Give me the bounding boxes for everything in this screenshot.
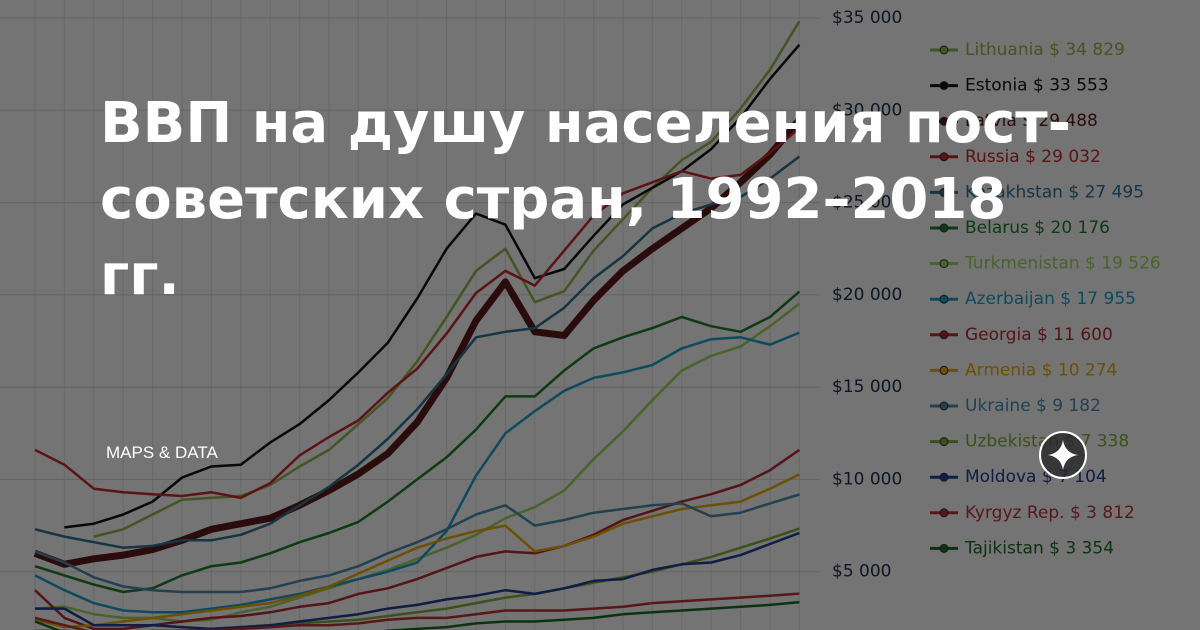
title: ВВП на душу населения пост-советских стр… <box>100 91 1072 308</box>
brand: MAPS & DATA <box>106 443 218 462</box>
sparkle-icon <box>1039 431 1087 479</box>
